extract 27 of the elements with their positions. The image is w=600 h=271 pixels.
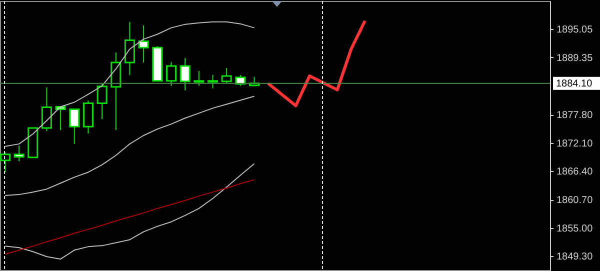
candlestick	[41, 86, 52, 132]
candlestick	[194, 70, 204, 86]
candlestick	[96, 83, 108, 120]
ref-line-label: 1884.10	[556, 78, 593, 90]
y-tick-label: 1877.80	[556, 110, 594, 122]
candlestick	[82, 100, 94, 134]
y-tick-label: 1866.40	[556, 166, 594, 178]
candlestick	[69, 108, 80, 144]
candlestick	[166, 62, 176, 86]
y-tick-label: 1849.30	[556, 252, 594, 263]
candlestick	[14, 144, 24, 162]
y-tick-label: 1895.05	[556, 24, 594, 36]
y-tick-label: 1889.35	[556, 52, 594, 64]
y-tick-label: 1860.70	[556, 195, 594, 206]
candlestick	[55, 106, 66, 131]
line-series	[4, 96, 255, 196]
candlestick	[207, 74, 218, 89]
candlestick	[138, 24, 149, 64]
line-series	[4, 179, 255, 255]
line-series	[4, 21, 255, 147]
y-tick-label: 1855.00	[556, 223, 594, 234]
line-series	[4, 163, 255, 260]
line-series	[266, 19, 366, 108]
y-tick-label: 1872.10	[556, 138, 594, 150]
candlestick	[124, 21, 135, 76]
candlestick	[221, 68, 232, 84]
candlestick	[180, 58, 190, 91]
